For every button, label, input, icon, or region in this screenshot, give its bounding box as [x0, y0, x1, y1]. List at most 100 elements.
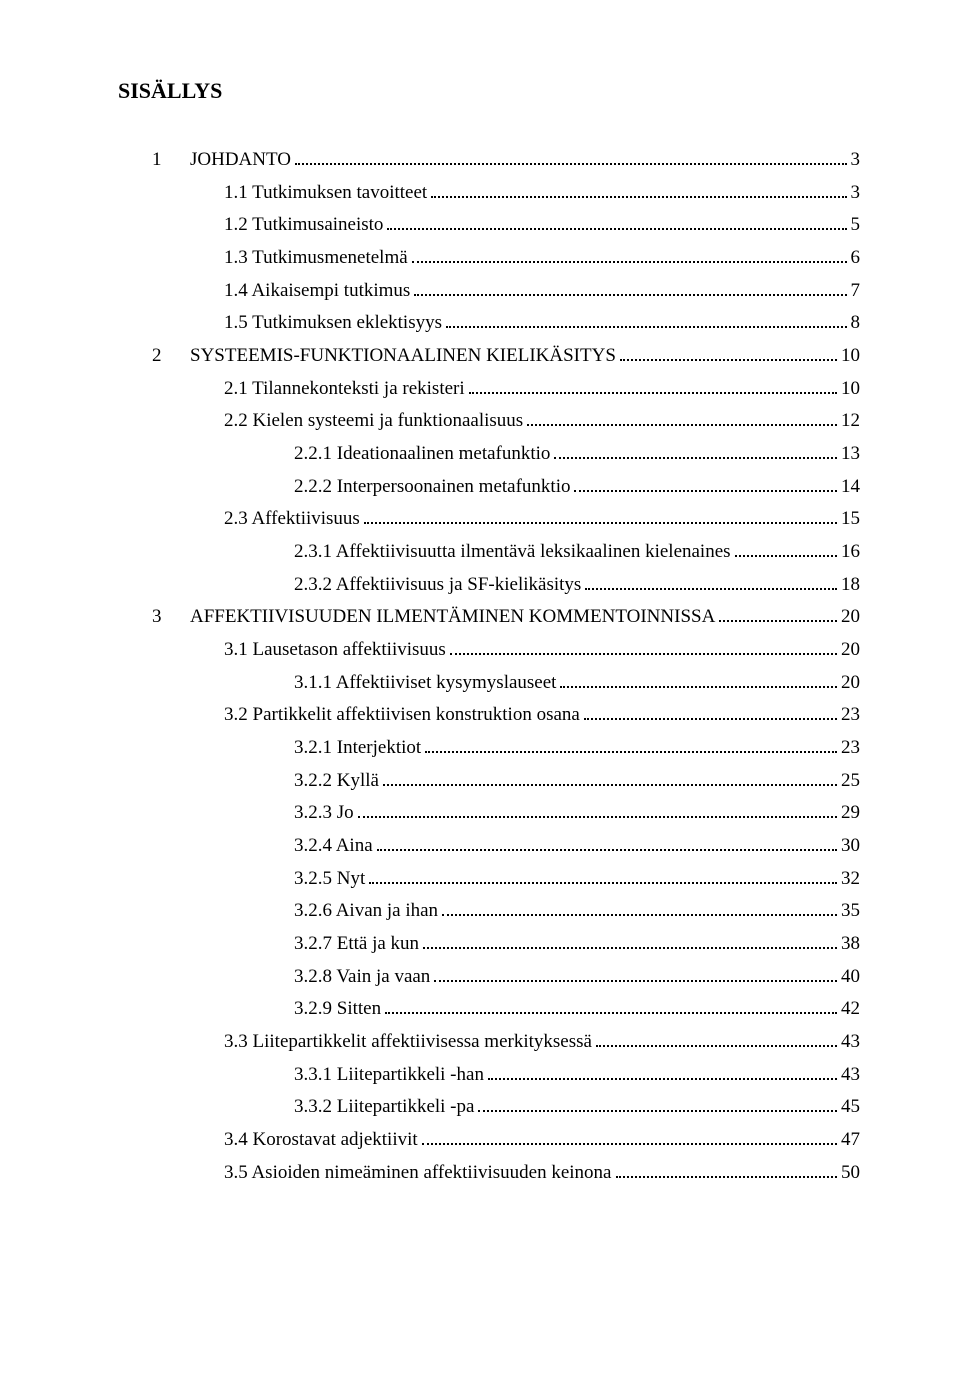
toc-entry-page: 23	[839, 732, 860, 765]
toc-entry-label: 2.2.1 Ideationaalinen metafunktio	[294, 438, 552, 471]
toc-entry-label: 3.2.1 Interjektiot	[294, 732, 423, 765]
toc-entry-page: 29	[839, 797, 860, 830]
toc-leader-dots	[364, 509, 837, 525]
toc-entry-page: 40	[839, 961, 860, 994]
toc-entry-page: 18	[839, 569, 860, 602]
toc-entry: 3.2.2 Kyllä25	[118, 765, 860, 798]
toc-leader-dots	[620, 345, 837, 361]
toc-chapter-number: 3	[152, 601, 190, 634]
toc-entry: 2.2.1 Ideationaalinen metafunktio13	[118, 438, 860, 471]
toc-entry-label: 2.2 Kielen systeemi ja funktionaalisuus	[224, 405, 525, 438]
toc-entry: 3.5 Asioiden nimeäminen affektiivisuuden…	[118, 1157, 860, 1190]
toc-leader-dots	[719, 607, 837, 623]
toc-entry-page: 14	[839, 471, 860, 504]
toc-entry-label: 3.2.7 Että ja kun	[294, 928, 421, 961]
toc-entry: 3.3 Liitepartikkelit affektiivisessa mer…	[118, 1026, 860, 1059]
toc-entry-page: 5	[849, 209, 861, 242]
toc-entry: 1.1 Tutkimuksen tavoitteet 3	[118, 177, 860, 210]
toc-entry-label: 2.3.1 Affektiivisuutta ilmentävä leksika…	[294, 536, 733, 569]
toc-leader-dots	[574, 476, 837, 492]
toc-entry-label: 3.1 Lausetason affektiivisuus	[224, 634, 448, 667]
toc-leader-dots	[616, 1162, 838, 1178]
toc-entry: 2.3.1 Affektiivisuutta ilmentävä leksika…	[118, 536, 860, 569]
toc-entry-label: 2.2.2 Interpersoonainen metafunktio	[294, 471, 572, 504]
toc-entry-page: 20	[839, 601, 860, 634]
toc-entry: 3.2 Partikkelit affektiivisen konstrukti…	[118, 699, 860, 732]
toc-leader-dots	[385, 999, 837, 1015]
toc-leader-dots	[488, 1064, 837, 1080]
toc-entry-text: JOHDANTO	[190, 149, 291, 170]
toc-entry-label: 3.3 Liitepartikkelit affektiivisessa mer…	[224, 1026, 594, 1059]
toc-entry-label: 3.3.2 Liitepartikkeli -pa	[294, 1091, 476, 1124]
toc-chapter-number: 1	[152, 144, 190, 177]
toc-entry-label: 1.4 Aikaisempi tutkimus	[224, 275, 412, 308]
toc-entry-label: 1.1 Tutkimuksen tavoitteet	[224, 177, 429, 210]
toc-entry-page: 50	[839, 1157, 860, 1190]
toc-leader-dots	[358, 803, 837, 819]
toc-entry-page: 7	[849, 275, 861, 308]
toc-entry-label: 3.2.4 Aina	[294, 830, 375, 863]
toc-entry: 2.1 Tilannekonteksti ja rekisteri10	[118, 373, 860, 406]
toc-entry: 3.4 Korostavat adjektiivit47	[118, 1124, 860, 1157]
toc-entry: 3.2.8 Vain ja vaan 40	[118, 961, 860, 994]
toc-entry-label: 3.2.3 Jo	[294, 797, 356, 830]
toc-entry-page: 10	[839, 340, 860, 373]
toc-leader-dots	[446, 313, 847, 329]
toc-leader-dots	[434, 966, 837, 982]
toc-leader-dots	[560, 672, 837, 688]
toc-entry-label: 2.1 Tilannekonteksti ja rekisteri	[224, 373, 467, 406]
toc-entry: 2.2.2 Interpersoonainen metafunktio 14	[118, 471, 860, 504]
toc-entry: 1.3 Tutkimusmenetelmä6	[118, 242, 860, 275]
toc-entry-page: 3	[849, 177, 861, 210]
toc-entry-label: 2.3.2 Affektiivisuus ja SF-kielikäsitys	[294, 569, 583, 602]
toc-leader-dots	[554, 443, 837, 459]
toc-entry: 2.3 Affektiivisuus 15	[118, 503, 860, 536]
toc-entry-label: 2SYSTEEMIS-FUNKTIONAALINEN KIELIKÄSITYS	[152, 340, 618, 373]
toc-leader-dots	[414, 280, 846, 296]
toc-leader-dots	[425, 737, 837, 753]
toc-entry-page: 38	[839, 928, 860, 961]
toc-entry-page: 3	[849, 144, 861, 177]
toc-entry-page: 45	[839, 1091, 860, 1124]
toc-leader-dots	[735, 541, 837, 557]
toc-entry-text: SYSTEEMIS-FUNKTIONAALINEN KIELIKÄSITYS	[190, 345, 616, 366]
toc-entry: 3.2.3 Jo 29	[118, 797, 860, 830]
toc-entry: 1.2 Tutkimusaineisto 5	[118, 209, 860, 242]
toc-entry: 1JOHDANTO 3	[118, 144, 860, 177]
toc-entry-label: 1.2 Tutkimusaineisto	[224, 209, 385, 242]
toc-entry: 2SYSTEEMIS-FUNKTIONAALINEN KIELIKÄSITYS 1…	[118, 340, 860, 373]
toc-entry: 3.2.7 Että ja kun 38	[118, 928, 860, 961]
toc-entry-page: 12	[839, 405, 860, 438]
toc-entry-label: 1.5 Tutkimuksen eklektisyys	[224, 307, 444, 340]
toc-entry-label: 1JOHDANTO	[152, 144, 293, 177]
toc-leader-dots	[527, 411, 837, 427]
toc-entry-page: 15	[839, 503, 860, 536]
toc-entry-label: 3.2.9 Sitten	[294, 993, 383, 1026]
toc-leader-dots	[478, 1097, 837, 1113]
toc-title: SISÄLLYS	[118, 72, 860, 110]
toc-entry: 3AFFEKTIIVISUUDEN ILMENTÄMINEN KOMMENTOI…	[118, 601, 860, 634]
toc-entry-page: 23	[839, 699, 860, 732]
toc-leader-dots	[423, 933, 837, 949]
toc-entry-page: 32	[839, 863, 860, 896]
toc-entry-label: 3.2.8 Vain ja vaan	[294, 961, 432, 994]
toc-entry: 2.2 Kielen systeemi ja funktionaalisuus 1…	[118, 405, 860, 438]
toc-page: SISÄLLYS 1JOHDANTO31.1 Tutkimuksen tavoi…	[0, 0, 960, 1377]
toc-entry: 1.5 Tutkimuksen eklektisyys8	[118, 307, 860, 340]
toc-entry: 2.3.2 Affektiivisuus ja SF-kielikäsitys 1…	[118, 569, 860, 602]
toc-leader-dots	[412, 247, 847, 263]
toc-entry-label: 3.2.6 Aivan ja ihan	[294, 895, 440, 928]
toc-entry-page: 6	[849, 242, 861, 275]
toc-entry-page: 20	[839, 634, 860, 667]
toc-entry: 3.2.4 Aina30	[118, 830, 860, 863]
toc-leader-dots	[450, 639, 837, 655]
toc-entry-page: 43	[839, 1026, 860, 1059]
toc-entry-label: 3.5 Asioiden nimeäminen affektiivisuuden…	[224, 1157, 614, 1190]
toc-entry-label: 2.3 Affektiivisuus	[224, 503, 362, 536]
toc-entry-page: 25	[839, 765, 860, 798]
toc-leader-dots	[442, 901, 837, 917]
toc-entry-page: 43	[839, 1059, 860, 1092]
toc-chapter-number: 2	[152, 340, 190, 373]
toc-entry: 3.2.6 Aivan ja ihan35	[118, 895, 860, 928]
toc-entry: 1.4 Aikaisempi tutkimus 7	[118, 275, 860, 308]
